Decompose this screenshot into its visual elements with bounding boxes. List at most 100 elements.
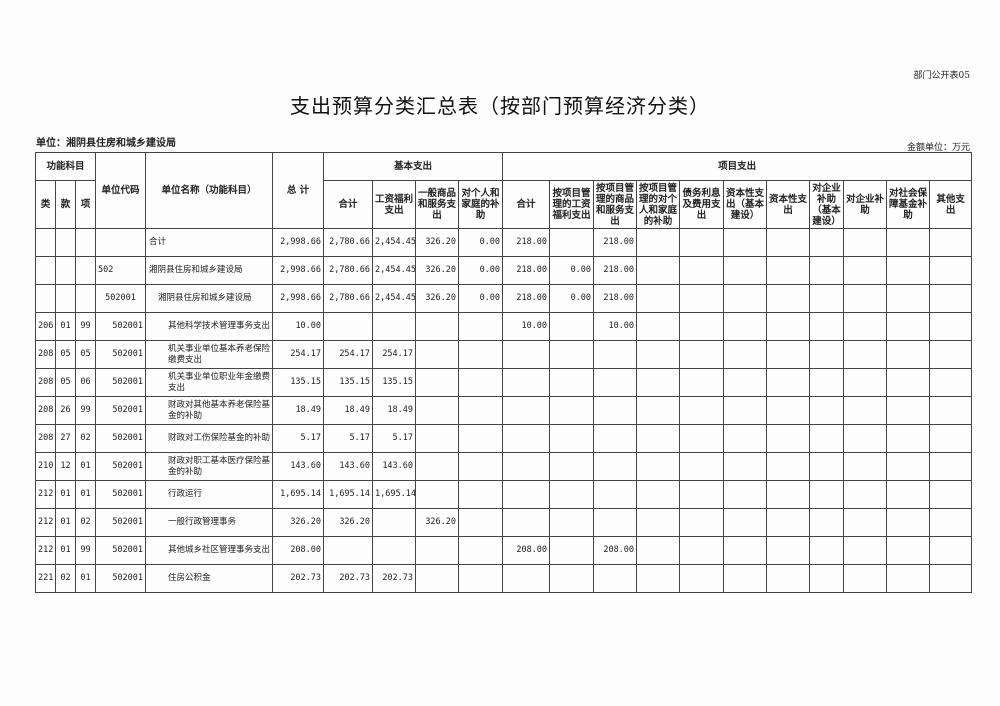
cell-project: 218.00 bbox=[502, 228, 551, 257]
cell-project: 0.00 bbox=[549, 284, 595, 313]
cell-project bbox=[929, 536, 973, 565]
cell-project bbox=[636, 368, 681, 397]
cell-project bbox=[886, 228, 931, 257]
cell-project bbox=[809, 312, 845, 341]
cell-project bbox=[886, 452, 931, 481]
cell-project bbox=[766, 396, 811, 425]
cell-basic: 2,780.66 bbox=[323, 284, 374, 313]
cell-basic bbox=[372, 508, 417, 537]
cell-project bbox=[886, 508, 931, 537]
cell-project bbox=[679, 508, 725, 537]
table-row: 208 05 05 502001 机关事业单位基本养老保险缴费支出 254.17 254.1… bbox=[35, 340, 973, 369]
cell-total: 5.17 bbox=[272, 424, 325, 453]
unit-label: 单位：湘阴县住房和城乡建设局 bbox=[36, 138, 176, 149]
cell-project bbox=[809, 452, 845, 481]
cell-project bbox=[679, 452, 725, 481]
cell-kuan: 27 bbox=[55, 424, 76, 453]
cell-basic: 2,454.45 bbox=[372, 256, 417, 285]
cell-project bbox=[929, 564, 973, 593]
cell-project bbox=[766, 424, 811, 453]
cell-project bbox=[549, 396, 595, 425]
cell-project bbox=[636, 424, 681, 453]
cell-project bbox=[929, 228, 973, 257]
cell-project: 218.00 bbox=[593, 228, 638, 257]
cell-unit-code: 502001 bbox=[95, 284, 147, 313]
cell-project bbox=[886, 312, 931, 341]
cell-project: 208.00 bbox=[502, 536, 551, 565]
cell-project bbox=[679, 564, 725, 593]
header-basic: 基本支出 bbox=[323, 152, 504, 181]
cell-basic bbox=[458, 368, 504, 397]
cell-project bbox=[809, 340, 845, 369]
cell-basic: 2,780.66 bbox=[323, 256, 374, 285]
cell-project: 208.00 bbox=[593, 536, 638, 565]
cell-unit-name: 一般行政管理事务 bbox=[145, 508, 274, 537]
cell-project bbox=[593, 368, 638, 397]
header-project-col: 对企业补助（基本建设） bbox=[809, 180, 845, 229]
cell-total: 202.73 bbox=[272, 564, 325, 593]
cell-unit-code: 502001 bbox=[95, 368, 147, 397]
cell-project bbox=[843, 340, 888, 369]
cell-project bbox=[549, 480, 595, 509]
budget-table: 功能科目 单位代码 单位名称（功能科目） 总 计 基本支出 项目支出 类 款 项… bbox=[34, 152, 973, 593]
cell-project bbox=[723, 228, 768, 257]
cell-kuan: 02 bbox=[55, 564, 76, 593]
cell-project bbox=[723, 396, 768, 425]
cell-basic bbox=[323, 536, 374, 565]
cell-project bbox=[636, 480, 681, 509]
cell-unit-name: 湘阴县住房和城乡建设局 bbox=[145, 284, 274, 313]
cell-project bbox=[929, 424, 973, 453]
cell-project bbox=[886, 396, 931, 425]
header-project: 项目支出 bbox=[502, 152, 973, 181]
cell-project bbox=[502, 368, 551, 397]
cell-project: 10.00 bbox=[593, 312, 638, 341]
cell-project bbox=[809, 508, 845, 537]
cell-unit-code: 502001 bbox=[95, 564, 147, 593]
cell-xiang: 02 bbox=[74, 508, 97, 537]
cell-basic: 5.17 bbox=[323, 424, 374, 453]
cell-kuan: 05 bbox=[55, 368, 76, 397]
cell-lei: 208 bbox=[35, 396, 56, 425]
cell-project bbox=[809, 228, 845, 257]
cell-unit-code: 502001 bbox=[95, 424, 147, 453]
cell-project bbox=[679, 396, 725, 425]
cell-unit-code: 502001 bbox=[95, 312, 147, 341]
cell-project bbox=[809, 424, 845, 453]
header-project-col: 对企业补助 bbox=[843, 180, 888, 229]
cell-project bbox=[929, 396, 973, 425]
cell-unit-code: 502001 bbox=[95, 340, 147, 369]
table-row: 210 12 01 502001 财政对职工基本医疗保险基金的补助 143.60 143.6… bbox=[35, 452, 973, 481]
cell-total: 2,998.66 bbox=[272, 228, 325, 257]
header-kuan: 款 bbox=[55, 180, 76, 229]
cell-basic: 326.20 bbox=[415, 256, 460, 285]
header-lei: 类 bbox=[35, 180, 56, 229]
cell-basic: 1,695.14 bbox=[323, 480, 374, 509]
cell-project bbox=[549, 368, 595, 397]
cell-basic: 135.15 bbox=[372, 368, 417, 397]
cell-project bbox=[766, 312, 811, 341]
cell-total: 2,998.66 bbox=[272, 256, 325, 285]
cell-basic bbox=[458, 536, 504, 565]
cell-basic: 0.00 bbox=[458, 284, 504, 313]
cell-project bbox=[593, 396, 638, 425]
cell-basic bbox=[415, 396, 460, 425]
cell-project bbox=[549, 424, 595, 453]
cell-project bbox=[886, 284, 931, 313]
cell-project bbox=[929, 452, 973, 481]
cell-basic: 202.73 bbox=[372, 564, 417, 593]
cell-kuan: 05 bbox=[55, 340, 76, 369]
cell-basic: 18.49 bbox=[323, 396, 374, 425]
cell-xiang: 01 bbox=[74, 452, 97, 481]
cell-project bbox=[723, 536, 768, 565]
cell-unit-name: 合计 bbox=[145, 228, 274, 257]
cell-unit-code: 502001 bbox=[95, 480, 147, 509]
cell-project bbox=[766, 508, 811, 537]
cell-basic: 254.17 bbox=[323, 340, 374, 369]
cell-unit-name: 机关事业单位基本养老保险缴费支出 bbox=[145, 340, 274, 369]
cell-unit-name: 湘阴县住房和城乡建设局 bbox=[145, 256, 274, 285]
header-project-col: 资本性支出（基本建设） bbox=[723, 180, 768, 229]
cell-total: 18.49 bbox=[272, 396, 325, 425]
cell-unit-name: 财政对工伤保险基金的补助 bbox=[145, 424, 274, 453]
cell-project bbox=[843, 536, 888, 565]
cell-kuan: 01 bbox=[55, 508, 76, 537]
